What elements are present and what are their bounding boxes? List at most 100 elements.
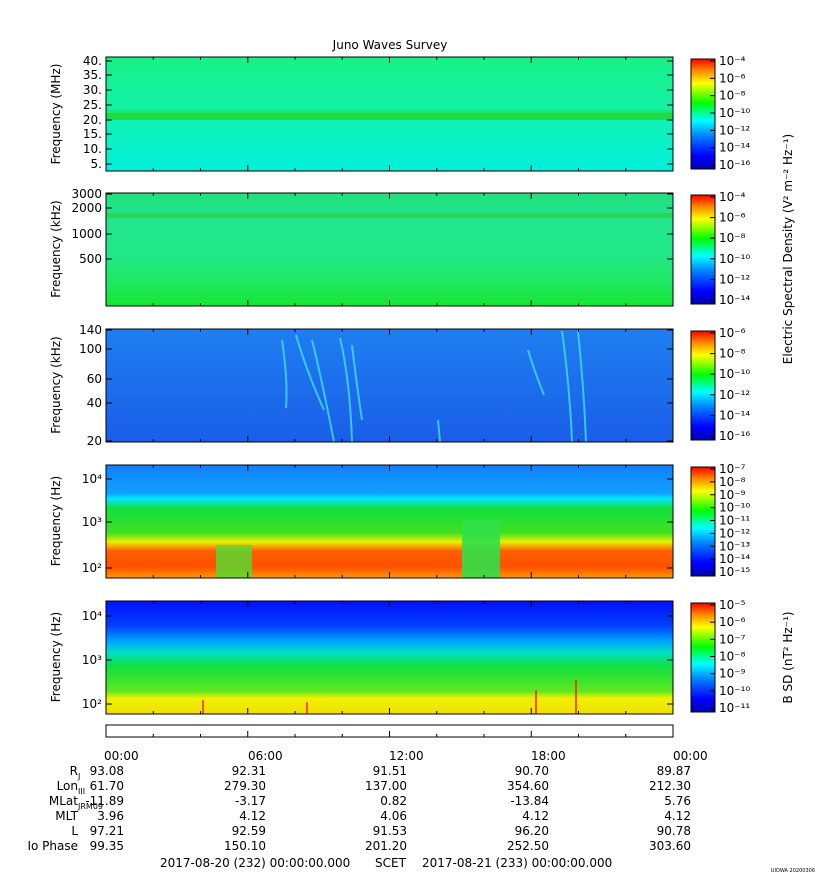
colorbar — [690, 466, 716, 577]
y-tick-label: 40. — [83, 54, 102, 68]
y-tick-label: 30. — [83, 83, 102, 97]
panel-3-heatmap — [106, 329, 673, 442]
ephemeris-value: 150.10 — [224, 839, 266, 853]
ephemeris-value: 279.30 — [224, 779, 266, 793]
colorbar-tick-label: 10⁻¹⁰ — [719, 684, 750, 698]
ephemeris-time-label: 00:00 — [673, 749, 708, 763]
ephemeris-value: 92.59 — [232, 824, 266, 838]
y-tick-label: 2000 — [71, 201, 102, 215]
y-tick-label: 10⁴ — [82, 472, 102, 486]
colorbar-tick-label: 10⁻⁸ — [719, 89, 746, 103]
ephemeris-value: 303.60 — [649, 839, 691, 853]
ephemeris-value: 61.70 — [90, 779, 124, 793]
ephemeris-value: 252.50 — [507, 839, 549, 853]
colorbar-tick-label: 10⁻¹² — [719, 526, 750, 540]
panel-2-heatmap — [106, 193, 673, 306]
ephemeris-value: 96.20 — [515, 824, 549, 838]
ephemeris-row-label: R — [70, 764, 78, 778]
colorbar-tick-label: 10⁻¹⁶ — [719, 429, 750, 443]
ephemeris-value: 91.53 — [373, 824, 407, 838]
ephemeris-value: 4.12 — [664, 809, 691, 823]
ephemeris-value: 89.87 — [657, 764, 691, 778]
ephemeris-time-label: 18:00 — [531, 749, 566, 763]
colorbar-tick-label: 10⁻⁶ — [719, 615, 746, 629]
ephemeris-value: 4.12 — [522, 809, 549, 823]
colorbar — [690, 58, 716, 170]
panel-5-spectrogram — [105, 600, 674, 715]
y-tick-label: 1000 — [71, 227, 102, 241]
shared-colorbar-label: Electric Spectral Density (V² m⁻² Hz⁻¹) — [781, 134, 795, 364]
y-tick-label: 100 — [79, 342, 102, 356]
colorbar-tick-label: 10⁻¹⁴ — [719, 408, 750, 422]
colorbar-tick-label: 10⁻⁶ — [719, 326, 746, 340]
y-tick-label: 10³ — [82, 653, 102, 667]
ephemeris-value: 201.20 — [365, 839, 407, 853]
y-tick-label: 500 — [79, 252, 102, 266]
y-axis-label: Frequency (Hz) — [49, 612, 63, 703]
y-tick-label: 20. — [83, 113, 102, 127]
colorbar — [690, 194, 716, 305]
colorbar-tick-label: 10⁻¹³ — [719, 539, 750, 553]
colorbar-tick-label: 10⁻¹⁴ — [719, 552, 750, 566]
ephemeris-row-subscript: J — [77, 772, 80, 781]
footer-scet: SCET — [375, 856, 407, 870]
y-tick-label: 10² — [82, 697, 102, 711]
colorbar-tick-label: 10⁻¹¹ — [719, 514, 750, 528]
colorbar-tick-label: 10⁻⁸ — [719, 347, 746, 361]
tick-marks — [105, 57, 674, 737]
colorbar-tick-label: 10⁻⁴ — [719, 190, 746, 204]
y-tick-label: 10. — [83, 142, 102, 156]
ephemeris-value: -11.89 — [85, 794, 124, 808]
ephemeris-table: 00:00 06:00 12:00 18:00 00:00 R J 93.08 92.31 91.… — [27, 749, 707, 853]
colorbar-tick-label: 10⁻⁶ — [719, 211, 746, 225]
ephemeris-value: 93.08 — [90, 764, 124, 778]
panel-5-heatmap — [106, 601, 673, 714]
panel-4-quiet-interval-2 — [216, 545, 252, 578]
ephemeris-value: -3.17 — [235, 794, 266, 808]
colorbar-tick-label: 10⁻⁶ — [719, 71, 746, 85]
ephemeris-row-label: Io Phase — [27, 839, 78, 853]
ephemeris-row-label: MLat — [49, 794, 78, 808]
y-axis-label: Frequency (Hz) — [49, 476, 63, 567]
chart-title: Juno Waves Survey — [332, 38, 448, 52]
ephemeris-value: 90.70 — [515, 764, 549, 778]
colorbar-tick-label: 10⁻¹² — [719, 388, 750, 402]
y-axis-label: Frequency (kHz) — [49, 200, 63, 297]
ephemeris-value: 97.21 — [90, 824, 124, 838]
panel-1-spectrogram — [105, 56, 674, 172]
colorbar — [690, 330, 716, 441]
y-tick-label: 15. — [83, 127, 102, 141]
panel-5-impulses — [202, 680, 577, 714]
ephemeris-time-label: 00:00 — [104, 749, 139, 763]
colorbar-label: B SD (nT² Hz⁻¹) — [781, 611, 795, 703]
panel-2-spectrogram — [105, 192, 674, 307]
ephemeris-row-label: L — [71, 824, 78, 838]
ephemeris-row-label: MLT — [55, 809, 78, 823]
panel-4-heatmap — [106, 465, 673, 578]
colorbar-tick-label: 10⁻¹⁴ — [719, 293, 750, 307]
ephemeris-value: 3.96 — [97, 809, 124, 823]
panel-2-band-feature — [106, 213, 673, 218]
y-tick-label: 10⁴ — [82, 609, 102, 623]
ephemeris-value: 4.06 — [380, 809, 407, 823]
ephemeris-value: 354.60 — [507, 779, 549, 793]
ephemeris-value: 4.12 — [239, 809, 266, 823]
y-tick-label: 20 — [87, 434, 102, 448]
panel-3-emission-features — [281, 330, 587, 443]
colorbar-tick-label: 10⁻¹² — [719, 272, 750, 286]
footer-start-time: 2017-08-20 (232) 00:00:00.000 — [160, 856, 350, 870]
ephemeris-row-label: Lon — [57, 779, 78, 793]
colorbar-tick-label: 10⁻⁸ — [719, 475, 746, 489]
ephemeris-row-subscript: JRM09 — [77, 802, 103, 811]
y-axis-label: Frequency (MHz) — [49, 64, 63, 165]
colorbar-tick-label: 10⁻¹⁵ — [719, 565, 750, 579]
panel-4-quiet-interval — [462, 520, 500, 578]
y-tick-label: 140 — [79, 323, 102, 337]
colorbar-tick-label: 10⁻⁹ — [719, 667, 746, 681]
footer-end-time: 2017-08-21 (233) 00:00:00.000 — [422, 856, 612, 870]
footer-tag: UIOWA 20200306 — [771, 868, 815, 874]
ephemeris-value: 90.78 — [657, 824, 691, 838]
colorbar-tick-label: 10⁻⁹ — [719, 488, 746, 502]
ephemeris-time-label: 06:00 — [248, 749, 283, 763]
